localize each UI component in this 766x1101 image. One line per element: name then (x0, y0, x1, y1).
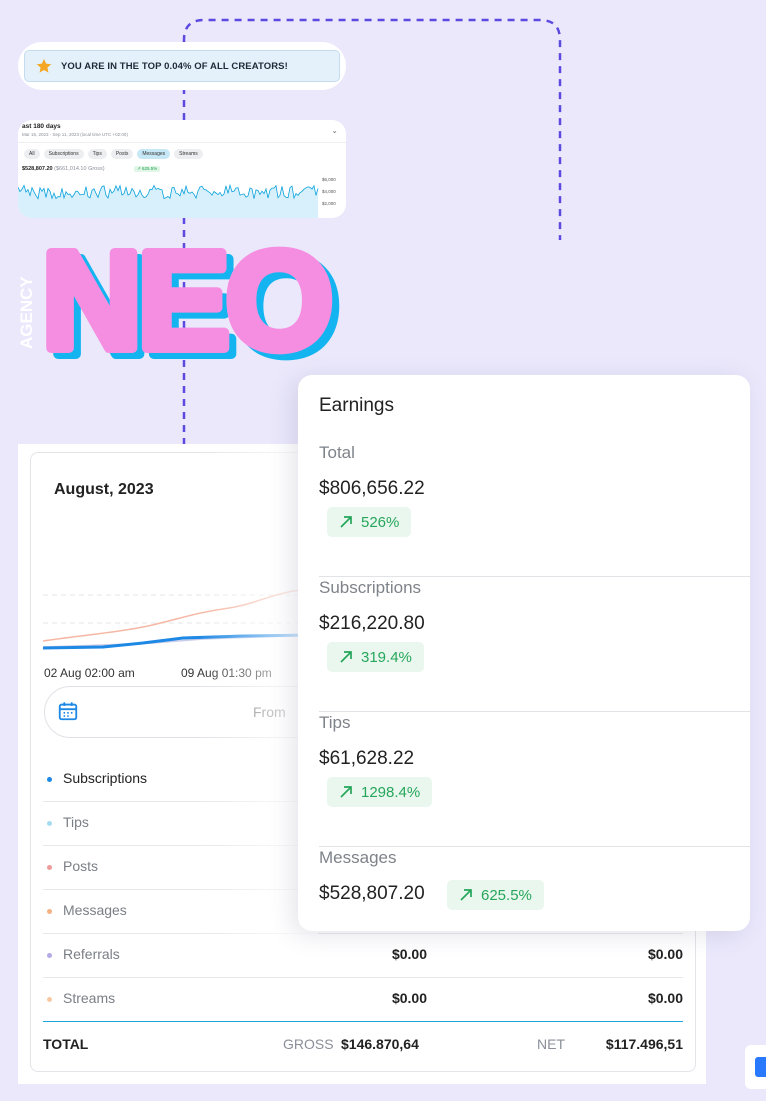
tab-subscriptions[interactable]: Subscriptions (43, 149, 84, 159)
svg-text:NEO: NEO (42, 236, 329, 366)
top-creator-banner-card: YOU ARE IN THE TOP 0.04% OF ALL CREATORS… (18, 42, 346, 90)
mini-line-chart (18, 183, 319, 218)
change-value: 319.4% (361, 648, 412, 666)
earnings-section-messages[interactable]: Messages $528,807.20 625.5% (319, 848, 750, 982)
y-tick-label: $6,000 (322, 177, 336, 182)
section-amount: $528,807.20 (319, 883, 425, 904)
row-label: Streams (63, 990, 116, 1006)
legend-dot (47, 953, 52, 958)
row-label: Referrals (63, 946, 120, 962)
sparkline (551, 570, 729, 660)
divider (319, 846, 750, 847)
change-value: 625.5% (481, 886, 532, 904)
calendar-icon[interactable] (57, 700, 79, 722)
divider (319, 711, 750, 712)
x-axis-label: 09 Aug 01:30 pm (181, 666, 272, 680)
tab-streams[interactable]: Streams (174, 149, 203, 159)
divider (319, 576, 750, 577)
row-label: Posts (63, 858, 99, 874)
tab-messages[interactable]: Messages (137, 149, 171, 159)
statement-line-chart (43, 588, 313, 650)
section-amount: $61,628.22 (319, 748, 415, 769)
change-value: 1298.4% (361, 783, 421, 801)
chart-series-line (18, 183, 319, 200)
change-badge: 526% (327, 507, 412, 537)
change-badge: 319.4% (327, 642, 424, 672)
legend-dot (47, 865, 52, 870)
earnings-section-total[interactable]: Total $806,656.22 526% (319, 443, 750, 577)
tab-all[interactable]: All (24, 149, 40, 159)
row-net: $0.00 (647, 946, 683, 962)
row-label: Subscriptions (63, 770, 148, 786)
svg-text:NEO: NEO (49, 236, 336, 366)
period-subtitle: Mar 15, 2023 - Sep 11, 2023 (local time … (22, 132, 128, 137)
statement-row-streams: Streams $0.00 $0.00 (43, 977, 683, 1022)
chart-series-line (43, 588, 313, 642)
arrow-up-right-icon (340, 651, 352, 663)
gross-total: $146.870,64 (341, 1036, 419, 1052)
total-row: TOTAL GROSS $146.870,64 NET $117.496,51 (43, 1021, 683, 1066)
earnings-card: Earnings Total $806,656.22 526% Subscriptio… (298, 375, 750, 931)
legend-dot (47, 821, 52, 826)
x-axis-label: 02 Aug 02:00 am (44, 666, 135, 680)
chart-area (18, 185, 318, 218)
arrow-up-right-icon (460, 889, 472, 901)
svg-text:AGENCY: AGENCY (17, 276, 36, 349)
earnings-section-subscriptions[interactable]: Subscriptions $216,220.80 319.4% (319, 578, 750, 712)
legend-dot (47, 997, 52, 1002)
section-name: Messages (319, 848, 397, 867)
mini-total: $528,807.20 ($661,014.10 Gross) (22, 166, 105, 172)
earnings-title: Earnings (319, 395, 394, 416)
earnings-section-tips[interactable]: Tips $61,628.22 1298.4% (319, 713, 750, 847)
gross-label: GROSS (283, 1036, 334, 1052)
y-tick-label: $2,000 (322, 201, 336, 206)
widget-icon (755, 1057, 766, 1077)
tab-posts[interactable]: Posts (110, 149, 134, 159)
arrow-up-right-icon (340, 516, 352, 528)
neo-logo: NEO NEO (40, 236, 345, 366)
arrow-up-right-icon (340, 786, 352, 798)
section-amount: $216,220.80 (319, 613, 425, 634)
from-label: From (253, 704, 286, 720)
legend-dot (47, 777, 52, 782)
row-label: Tips (63, 814, 89, 830)
legend-dot (47, 909, 52, 914)
total-label: TOTAL (43, 1036, 89, 1052)
row-label: Messages (63, 902, 127, 918)
statement-row-referrals: Referrals $0.00 $0.00 (43, 933, 683, 978)
section-amount: $806,656.22 (319, 478, 425, 499)
row-gross: $0.00 (391, 990, 427, 1006)
banner-text: YOU ARE IN THE TOP 0.04% OF ALL CREATORS… (61, 60, 288, 72)
category-tabs: All Subscriptions Tips Posts Messages Streams (24, 149, 203, 159)
change-badge: 625.5% (447, 880, 544, 910)
star-icon (36, 59, 52, 73)
change-value: 526% (361, 513, 400, 531)
divider (18, 142, 346, 143)
sparkline (551, 435, 729, 525)
row-net: $0.00 (647, 990, 683, 1006)
mini-stats-card: ast 180 days Mar 15, 2023 - Sep 11, 2023… (18, 120, 346, 218)
period-title[interactable]: ast 180 days (22, 123, 61, 130)
chevron-down-icon[interactable]: ⌄ (331, 126, 338, 135)
net-total: $117.496,51 (605, 1036, 683, 1052)
agency-side-text: AGENCY (17, 276, 36, 349)
section-name: Tips (319, 713, 351, 732)
section-name: Total (319, 443, 355, 462)
sparkline (551, 840, 729, 930)
row-gross: $0.00 (391, 946, 427, 962)
month-title: August, 2023 (54, 481, 154, 498)
y-tick-label: $4,000 (322, 189, 336, 194)
tab-tips[interactable]: Tips (87, 149, 107, 159)
sparkline (551, 705, 729, 795)
net-label: NET (537, 1036, 565, 1052)
top-creator-banner: YOU ARE IN THE TOP 0.04% OF ALL CREATORS… (24, 50, 340, 82)
change-badge: 1298.4% (327, 777, 433, 807)
mini-change-badge: ↗ 625.5% (134, 166, 161, 172)
section-name: Subscriptions (319, 578, 422, 597)
chat-widget-button[interactable] (745, 1045, 766, 1089)
